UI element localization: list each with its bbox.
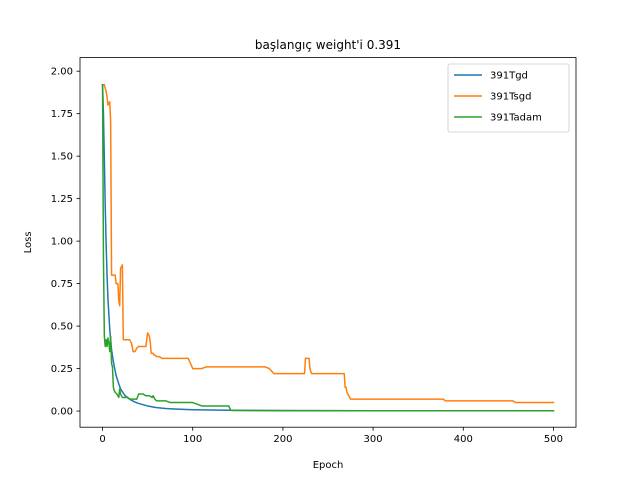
y-tick-label: 1.75 (51, 109, 73, 120)
chart-title: başlangıç weight'i 0.391 (255, 38, 401, 52)
y-axis: 0.00 0.25 0.50 0.75 1.00 1.25 1.50 1.75 2.00 (51, 67, 80, 418)
x-tick-label: 300 (364, 434, 383, 445)
x-axis: 0 100 200 300 400 500 (99, 427, 563, 445)
x-tick-label: 500 (544, 434, 563, 445)
legend-label-391Tsgd: 391Tsgd (490, 92, 531, 103)
y-tick-label: 2.00 (51, 67, 73, 78)
legend: 391Tgd 391Tsgd 391Tadam (447, 63, 570, 133)
x-tick-label: 400 (454, 434, 473, 445)
x-tick-label: 0 (99, 434, 105, 445)
y-axis-label: Loss (23, 231, 34, 253)
plot-area (101, 84, 555, 412)
y-tick-label: 0.50 (51, 322, 73, 333)
y-tick-label: 0.00 (51, 407, 73, 418)
y-tick-label: 1.00 (51, 237, 73, 248)
y-tick-label: 0.75 (51, 279, 73, 290)
series-line-391Tsgd (101, 84, 555, 404)
y-tick-label: 0.25 (51, 364, 73, 375)
legend-label-391Tgd: 391Tgd (490, 71, 528, 82)
x-axis-label: Epoch (313, 460, 344, 471)
y-tick-label: 1.50 (51, 152, 73, 163)
y-tick-label: 1.25 (51, 194, 73, 205)
axes-frame (79, 57, 577, 428)
legend-label-391Tadam: 391Tadam (490, 113, 542, 124)
x-tick-label: 100 (183, 434, 202, 445)
legend-box (447, 63, 570, 133)
x-tick-label: 200 (273, 434, 292, 445)
series-line-391Tadam (101, 84, 555, 412)
